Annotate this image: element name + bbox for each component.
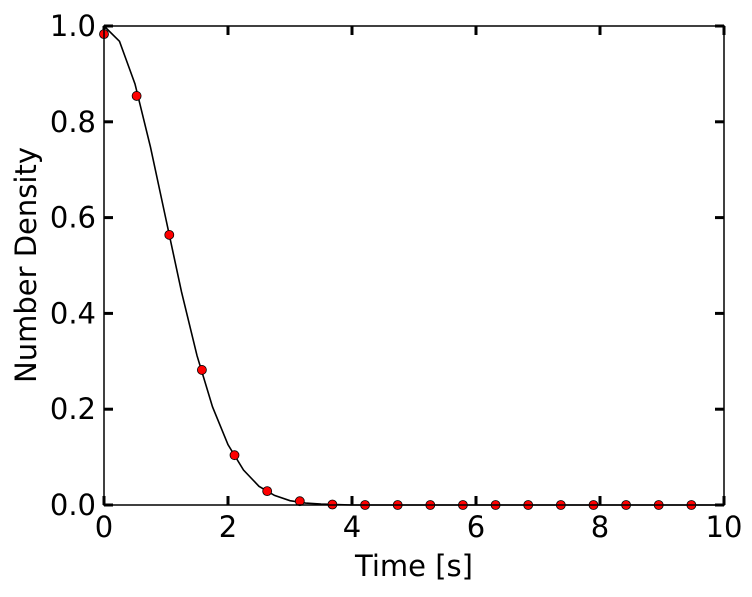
y-tick-label: 0.4: [50, 296, 96, 330]
x-tick-label: 2: [219, 510, 237, 544]
point: [164, 229, 175, 240]
y-tick-label: 0.8: [50, 105, 96, 139]
y-tick-label: 0.6: [50, 201, 96, 235]
y-tick-label: 1.0: [50, 9, 96, 43]
y-tick-label: 0.2: [50, 392, 96, 426]
x-tick-label: 0: [95, 510, 113, 544]
plot-frame: [103, 25, 725, 506]
x-tick-label: 8: [591, 510, 609, 544]
x-axis-label: Time [s]: [354, 549, 473, 583]
x-tick-label: 6: [467, 510, 485, 544]
y-tick-label: 0.0: [50, 488, 96, 522]
point: [262, 486, 273, 497]
x-tick-label: 4: [343, 510, 361, 544]
point: [229, 450, 240, 461]
point: [131, 91, 142, 101]
y-axis-label: Number Density: [9, 147, 43, 383]
point: [196, 365, 207, 375]
x-tick-label: 10: [706, 510, 743, 544]
